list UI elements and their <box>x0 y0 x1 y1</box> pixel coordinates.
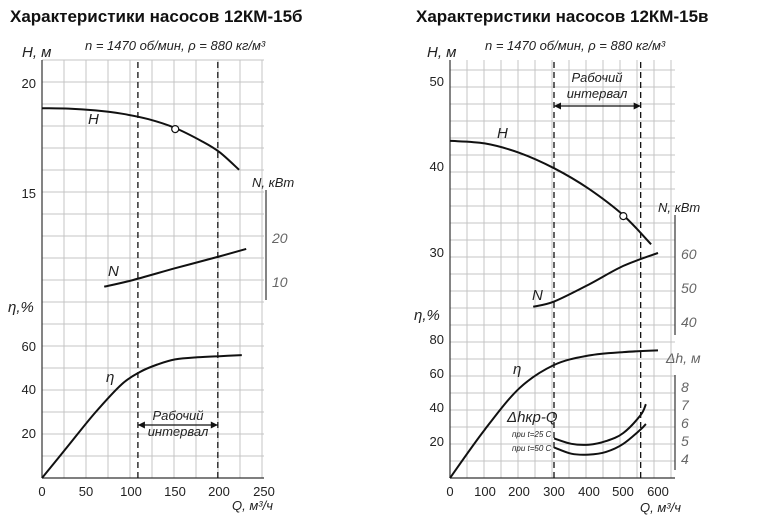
chart-right-eta-axis-label: η,% <box>414 307 440 324</box>
chart-right-series-H <box>449 139 652 245</box>
chart-right-series-dh-50 <box>553 423 647 456</box>
chart-right-eta-tick: 80 <box>430 332 444 347</box>
chart-right-interval-arrow-head-left <box>554 102 561 110</box>
chart-right-x-tick: 600 <box>647 484 669 499</box>
chart-right-x-tick: 500 <box>612 484 634 499</box>
chart-left-h-axis-label: H, м <box>22 44 51 61</box>
chart-left-eta-axis-label: η,% <box>8 299 34 316</box>
chart-right-dh-tick: 8 <box>681 379 689 395</box>
chart-right-interval-label-1: Рабочий <box>571 70 622 85</box>
chart-left-h-tick: 20 <box>22 76 36 91</box>
chart-right-H-label: H <box>497 125 508 142</box>
chart-right: Характеристики насосов 12КМ-15в n = 1470… <box>414 7 709 515</box>
chart-right-dh-tick: 7 <box>681 397 690 413</box>
chart-left-interval-label-2: интервал <box>148 424 209 439</box>
chart-left-interval-arrow-head-left <box>137 421 145 429</box>
chart-right-n-tick: 50 <box>681 280 697 296</box>
chart-right-x-tick: 0 <box>446 484 453 499</box>
chart-right-eta-label: η <box>513 361 521 378</box>
chart-right-subtitle: n = 1470 об/мин, ρ = 880 кг/м³ <box>485 38 666 53</box>
chart-right-x-tick: 400 <box>578 484 600 499</box>
chart-left: Характеристики насосов 12КМ-15б n = 1470… <box>8 7 303 513</box>
chart-right-h-tick: 30 <box>430 245 444 260</box>
chart-left-n-axis-label: N, кВт <box>252 175 294 190</box>
chart-right-dh-tick: 6 <box>681 415 689 431</box>
chart-left-N-label: N <box>108 263 119 280</box>
chart-right-n-tick: 40 <box>681 314 697 330</box>
chart-right-eta-tick: 60 <box>430 366 444 381</box>
chart-right-interval-label-2: интервал <box>567 86 628 101</box>
chart-left-interval-arrow <box>137 421 218 429</box>
chart-right-series-dh-25 <box>553 403 647 446</box>
chart-right-interval-arrow-head-right <box>633 102 641 110</box>
chart-left-x-tick: 150 <box>164 484 186 499</box>
chart-right-dh-tick: 5 <box>681 433 689 449</box>
chart-right-N-label: N <box>532 287 543 304</box>
chart-left-interval-label-1: Рабочий <box>152 408 203 423</box>
chart-right-temp-label-50: при t=50 C <box>512 444 552 453</box>
chart-right-series-N <box>532 252 659 308</box>
chart-right-dh-axis-label: Δh, м <box>665 350 701 366</box>
chart-right-x-tick: 300 <box>543 484 565 499</box>
chart-left-title: Характеристики насосов 12КМ-15б <box>10 7 303 26</box>
chart-left-x-tick: 250 <box>253 484 275 499</box>
chart-right-eta-tick: 20 <box>430 434 444 449</box>
chart-right-title: Характеристики насосов 12КМ-15в <box>416 7 709 26</box>
chart-right-series-eta <box>449 349 659 479</box>
chart-left-x-tick: 100 <box>120 484 142 499</box>
chart-right-dh-tick: 4 <box>681 451 689 467</box>
chart-left-eta-tick: 40 <box>22 382 36 397</box>
chart-left-x-tick: 50 <box>79 484 93 499</box>
chart-right-temp-label-25: при t=25 C <box>512 430 552 439</box>
chart-right-n-axis-label: N, кВт <box>658 200 700 215</box>
chart-right-x-axis-label: Q, м³/ч <box>640 500 681 515</box>
chart-right-interval-arrow <box>554 102 641 110</box>
chart-right-x-tick: 200 <box>508 484 530 499</box>
chart-right-h-tick: 40 <box>430 159 444 174</box>
chart-left-n-tick: 20 <box>271 230 288 246</box>
chart-left-eta-tick: 60 <box>22 339 36 354</box>
chart-right-n-tick: 60 <box>681 246 697 262</box>
chart-right-eta-tick: 40 <box>430 400 444 415</box>
chart-left-x-tick: 0 <box>38 484 45 499</box>
chart-left-h-tick: 15 <box>22 186 36 201</box>
chart-left-subtitle: n = 1470 об/мин, ρ = 880 кг/м³ <box>85 38 266 53</box>
chart-left-x-tick: 200 <box>208 484 230 499</box>
chart-right-h-tick: 50 <box>430 74 444 89</box>
chart-left-series-eta <box>41 354 242 479</box>
chart-left-H-label: H <box>88 111 99 128</box>
chart-left-series-H <box>41 107 240 171</box>
chart-left-eta-tick: 20 <box>22 426 36 441</box>
chart-left-eta-label: η <box>106 369 114 386</box>
chart-right-x-tick: 100 <box>474 484 496 499</box>
chart-left-series-N <box>103 247 247 288</box>
chart-right-h-axis-label: H, м <box>427 44 456 61</box>
chart-left-h-marker <box>171 125 180 134</box>
chart-left-n-tick: 10 <box>272 274 288 290</box>
chart-right-cavitation-label: Δhкр-Q <box>506 409 558 426</box>
chart-left-x-axis-label: Q, м³/ч <box>232 498 273 513</box>
chart-left-interval-arrow-head-right <box>210 421 218 429</box>
chart-right-h-marker <box>619 211 628 221</box>
